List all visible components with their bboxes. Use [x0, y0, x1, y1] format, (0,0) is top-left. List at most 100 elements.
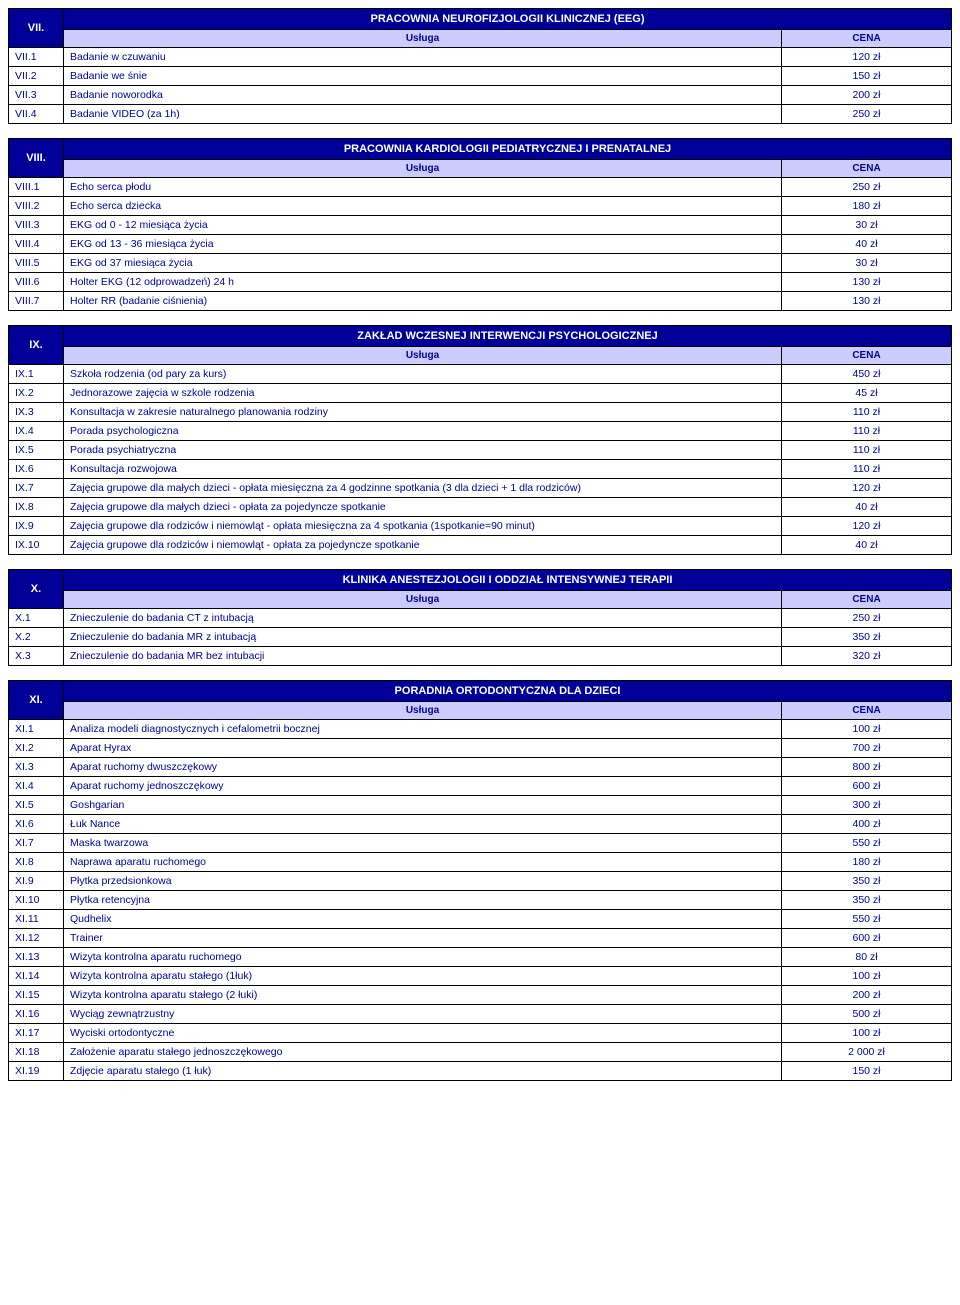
column-header-service: Usługa: [64, 591, 782, 609]
section-table: VII.PRACOWNIA NEUROFIZJOLOGII KLINICZNEJ…: [8, 8, 952, 124]
table-row: XI.2Aparat Hyrax700 zł: [9, 739, 952, 758]
row-label: Zajęcia grupowe dla małych dzieci - opła…: [64, 498, 782, 517]
table-row: VIII.3EKG od 0 - 12 miesiąca życia30 zł: [9, 216, 952, 235]
table-row: XI.5Goshgarian300 zł: [9, 796, 952, 815]
row-price: 300 zł: [782, 796, 952, 815]
row-code: IX.3: [9, 403, 64, 422]
row-price: 320 zł: [782, 647, 952, 666]
section-number: XI.: [9, 681, 64, 720]
table-row: VIII.1Echo serca płodu250 zł: [9, 178, 952, 197]
table-row: IX.2Jednorazowe zajęcia w szkole rodzeni…: [9, 384, 952, 403]
section-table: XI.PORADNIA ORTODONTYCZNA DLA DZIECIUsłu…: [8, 680, 952, 1081]
row-label: Wyciąg zewnątrzustny: [64, 1005, 782, 1024]
row-price: 130 zł: [782, 273, 952, 292]
row-label: Zajęcia grupowe dla rodziców i niemowląt…: [64, 517, 782, 536]
row-code: IX.10: [9, 536, 64, 555]
table-row: XI.16Wyciąg zewnątrzustny500 zł: [9, 1005, 952, 1024]
row-label: EKG od 37 miesiąca życia: [64, 254, 782, 273]
table-row: X.2Znieczulenie do badania MR z intubacj…: [9, 628, 952, 647]
row-label: Łuk Nance: [64, 815, 782, 834]
row-price: 500 zł: [782, 1005, 952, 1024]
row-code: VIII.1: [9, 178, 64, 197]
table-row: XI.1Analiza modeli diagnostycznych i cef…: [9, 720, 952, 739]
row-code: XI.2: [9, 739, 64, 758]
section-title: KLINIKA ANESTEZJOLOGII I ODDZIAŁ INTENSY…: [64, 570, 952, 591]
row-code: XI.1: [9, 720, 64, 739]
row-code: X.3: [9, 647, 64, 666]
column-header-row: UsługaCENA: [9, 30, 952, 48]
section-header-row: X.KLINIKA ANESTEZJOLOGII I ODDZIAŁ INTEN…: [9, 570, 952, 591]
table-row: VII.2Badanie we śnie150 zł: [9, 67, 952, 86]
table-row: VIII.5EKG od 37 miesiąca życia30 zł: [9, 254, 952, 273]
table-row: IX.6Konsultacja rozwojowa110 zł: [9, 460, 952, 479]
row-label: Wizyta kontrolna aparatu ruchomego: [64, 948, 782, 967]
table-row: XI.6Łuk Nance400 zł: [9, 815, 952, 834]
row-label: Holter EKG (12 odprowadzeń) 24 h: [64, 273, 782, 292]
row-label: Wyciski ortodontyczne: [64, 1024, 782, 1043]
row-label: Zdjęcie aparatu stałego (1 łuk): [64, 1062, 782, 1081]
row-label: Płytka przedsionkowa: [64, 872, 782, 891]
table-row: XI.12Trainer600 zł: [9, 929, 952, 948]
row-label: Porada psychiatryczna: [64, 441, 782, 460]
row-label: Analiza modeli diagnostycznych i cefalom…: [64, 720, 782, 739]
row-price: 150 zł: [782, 67, 952, 86]
row-label: Założenie aparatu stałego jednoszczękowe…: [64, 1043, 782, 1062]
row-price: 120 zł: [782, 48, 952, 67]
row-label: EKG od 13 - 36 miesiąca życia: [64, 235, 782, 254]
table-row: XI.13Wizyta kontrolna aparatu ruchomego8…: [9, 948, 952, 967]
row-code: XI.6: [9, 815, 64, 834]
row-price: 600 zł: [782, 777, 952, 796]
row-code: VIII.4: [9, 235, 64, 254]
row-price: 200 zł: [782, 86, 952, 105]
column-header-service: Usługa: [64, 347, 782, 365]
row-price: 200 zł: [782, 986, 952, 1005]
row-label: Zajęcia grupowe dla małych dzieci - opła…: [64, 479, 782, 498]
table-row: IX.10Zajęcia grupowe dla rodziców i niem…: [9, 536, 952, 555]
row-label: Porada psychologiczna: [64, 422, 782, 441]
row-code: IX.2: [9, 384, 64, 403]
section-header-row: VII.PRACOWNIA NEUROFIZJOLOGII KLINICZNEJ…: [9, 9, 952, 30]
row-label: Aparat Hyrax: [64, 739, 782, 758]
row-code: XI.7: [9, 834, 64, 853]
row-code: XI.13: [9, 948, 64, 967]
row-code: IX.1: [9, 365, 64, 384]
row-price: 150 zł: [782, 1062, 952, 1081]
row-price: 40 zł: [782, 498, 952, 517]
row-label: Aparat ruchomy jednoszczękowy: [64, 777, 782, 796]
row-code: IX.7: [9, 479, 64, 498]
table-row: XI.9Płytka przedsionkowa350 zł: [9, 872, 952, 891]
row-code: XI.16: [9, 1005, 64, 1024]
row-price: 120 zł: [782, 517, 952, 536]
row-code: IX.9: [9, 517, 64, 536]
row-code: X.2: [9, 628, 64, 647]
section-title: ZAKŁAD WCZESNEJ INTERWENCJI PSYCHOLOGICZ…: [64, 326, 952, 347]
column-header-price: CENA: [782, 702, 952, 720]
row-price: 110 zł: [782, 403, 952, 422]
section-table: IX.ZAKŁAD WCZESNEJ INTERWENCJI PSYCHOLOG…: [8, 325, 952, 555]
row-price: 100 zł: [782, 967, 952, 986]
column-header-service: Usługa: [64, 30, 782, 48]
section-title: PORADNIA ORTODONTYCZNA DLA DZIECI: [64, 681, 952, 702]
row-price: 120 zł: [782, 479, 952, 498]
row-label: Maska twarzowa: [64, 834, 782, 853]
section-title: PRACOWNIA NEUROFIZJOLOGII KLINICZNEJ (EE…: [64, 9, 952, 30]
table-row: X.3Znieczulenie do badania MR bez intuba…: [9, 647, 952, 666]
table-row: XI.14Wizyta kontrolna aparatu stałego (1…: [9, 967, 952, 986]
row-price: 180 zł: [782, 197, 952, 216]
table-row: VII.3Badanie noworodka200 zł: [9, 86, 952, 105]
row-label: Badanie VIDEO (za 1h): [64, 105, 782, 124]
row-price: 450 zł: [782, 365, 952, 384]
row-code: XI.4: [9, 777, 64, 796]
section-title: PRACOWNIA KARDIOLOGII PEDIATRYCZNEJ I PR…: [64, 139, 952, 160]
row-code: XI.5: [9, 796, 64, 815]
row-price: 110 zł: [782, 422, 952, 441]
column-header-row: UsługaCENA: [9, 160, 952, 178]
table-row: XI.17Wyciski ortodontyczne100 zł: [9, 1024, 952, 1043]
row-price: 110 zł: [782, 460, 952, 479]
table-row: IX.7Zajęcia grupowe dla małych dzieci - …: [9, 479, 952, 498]
section: XI.PORADNIA ORTODONTYCZNA DLA DZIECIUsłu…: [8, 680, 952, 1081]
column-header-price: CENA: [782, 160, 952, 178]
row-code: VIII.5: [9, 254, 64, 273]
row-price: 350 zł: [782, 628, 952, 647]
table-row: VII.1Badanie w czuwaniu120 zł: [9, 48, 952, 67]
